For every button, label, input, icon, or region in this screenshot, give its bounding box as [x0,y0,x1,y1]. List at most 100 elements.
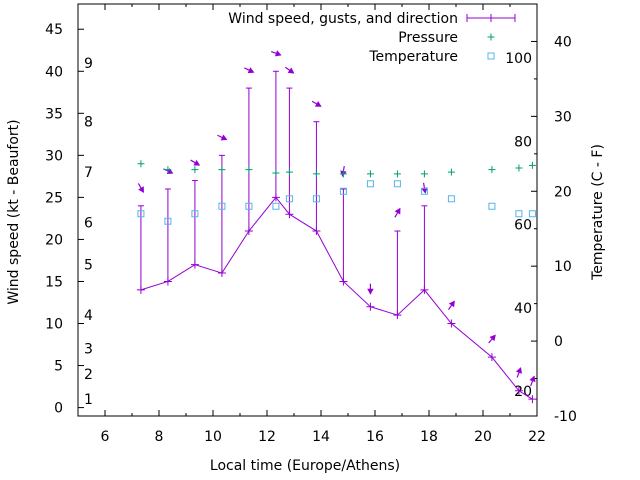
temperature-point [164,217,172,225]
beaufort-label: 4 [84,308,93,324]
temperature-point [447,195,455,203]
wind-direction-arrowhead [515,367,522,374]
beaufort-label: 6 [84,216,93,232]
beaufort-label: 7 [84,165,93,181]
y2-tick-label: -10 [554,409,577,425]
y-tick-label: 35 [45,106,63,122]
y-axis-label: Wind speed (kt - Beaufort) [6,119,22,304]
legend: Wind speed, gusts, and direction Pressure… [228,11,516,65]
x-tick-label: 10 [204,429,222,445]
temperature-point [191,210,199,218]
pressure-point [285,168,293,176]
fahrenheit-label: 40 [514,301,532,317]
x-tick-label: 6 [101,429,110,445]
x-tick-label: 12 [258,429,276,445]
y2-axis-label: Temperature (C - F) [590,144,606,281]
x-tick-label: 18 [420,429,438,445]
temperature-point [488,202,496,210]
wind-direction-arrowhead [529,375,536,383]
x-tick-label: 14 [312,429,330,445]
beaufort-label: 2 [84,367,93,383]
fahrenheit-label: 100 [505,51,532,67]
y2-tick-label: 0 [554,334,563,350]
x-tick-label: 16 [366,429,384,445]
x-tick-label: 22 [528,429,546,445]
beaufort-label: 9 [84,56,93,72]
y-tick-label: 20 [45,232,63,248]
plot-frame [77,3,538,417]
temperature-point [420,187,428,195]
wind-speed-point [420,285,429,294]
y-tick-label: 0 [54,401,63,417]
wind-speed-point [514,386,523,395]
temperature-point [272,202,280,210]
y-tick-label: 15 [45,274,63,290]
pressure-point [312,170,320,178]
fahrenheit-label: 80 [514,134,532,150]
pressure-point [191,166,199,174]
wind-direction-arrowhead [247,67,255,74]
wind-direction-arrowhead [367,288,374,295]
x-tick-label: 8 [155,429,164,445]
y-tick-label: 5 [54,359,63,375]
x-axis-label: Local time (Europe/Athens) [210,458,400,474]
beaufort-label: 5 [84,258,93,274]
y2-tick-label: 10 [554,259,572,275]
pressure-point [366,170,374,178]
temperature-point [366,180,374,188]
pressure-point [245,166,253,174]
temperature-point [218,202,226,210]
plot-area [136,50,537,404]
pressure-point [393,170,401,178]
temperature-point [312,195,320,203]
wind-speed-point [312,227,321,236]
legend-marker-pressure [487,33,495,41]
temperature-point [285,195,293,203]
legend-label-pressure: Pressure [398,30,458,46]
wind-speed-point [136,285,145,294]
fahrenheit-label: 60 [514,218,532,234]
wind-direction-arrowhead [489,334,496,342]
y-tick-label: 25 [45,190,63,206]
pressure-point [272,169,280,177]
wind-speed-point [217,269,226,278]
y-tick-label: 40 [45,64,63,80]
x-tick-label: 20 [474,429,492,445]
temperature-point [245,202,253,210]
wind-speed-line [140,196,533,400]
legend-marker-wind [487,14,495,22]
beaufort-label: 1 [84,392,93,408]
axes: 6 8 10 12 14 16 18 20 22051015202530354045-10010… [45,3,577,445]
pressure-point [420,170,428,178]
wind-speed-point [244,227,253,236]
pressure-point [488,166,496,174]
wind-direction-arrowhead [220,134,228,141]
wind-direction-arrowhead [166,168,174,174]
pressure-point [447,168,455,176]
wind-speed-point [528,395,537,404]
pressure-point [137,160,145,168]
temperature-point [528,210,536,218]
wind-direction-arrowhead [138,186,144,194]
y-tick-label: 30 [45,148,63,164]
pressure-point [339,170,347,178]
legend-label-temperature: Temperature [368,49,458,65]
temperature-point [393,180,401,188]
wind-speed-point [393,311,402,320]
wind-direction-arrowhead [287,67,295,74]
temperature-point [137,210,145,218]
wind-speed-point [163,277,172,286]
beaufort-label: 8 [84,115,93,131]
temperature-point [339,187,347,195]
wind-direction-arrowhead [274,50,282,57]
wind-speed-point [487,353,496,362]
wind-speed-point [190,260,199,269]
wind-direction-arrowhead [394,207,401,215]
pressure-point [218,166,226,174]
beaufort-label: 3 [84,342,93,358]
legend-marker-temperature [487,52,495,60]
y2-tick-label: 30 [554,109,572,125]
wind-direction-arrowhead [448,300,455,308]
y2-tick-label: 20 [554,184,572,200]
